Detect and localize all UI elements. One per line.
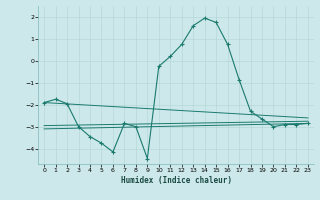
X-axis label: Humidex (Indice chaleur): Humidex (Indice chaleur)	[121, 176, 231, 185]
